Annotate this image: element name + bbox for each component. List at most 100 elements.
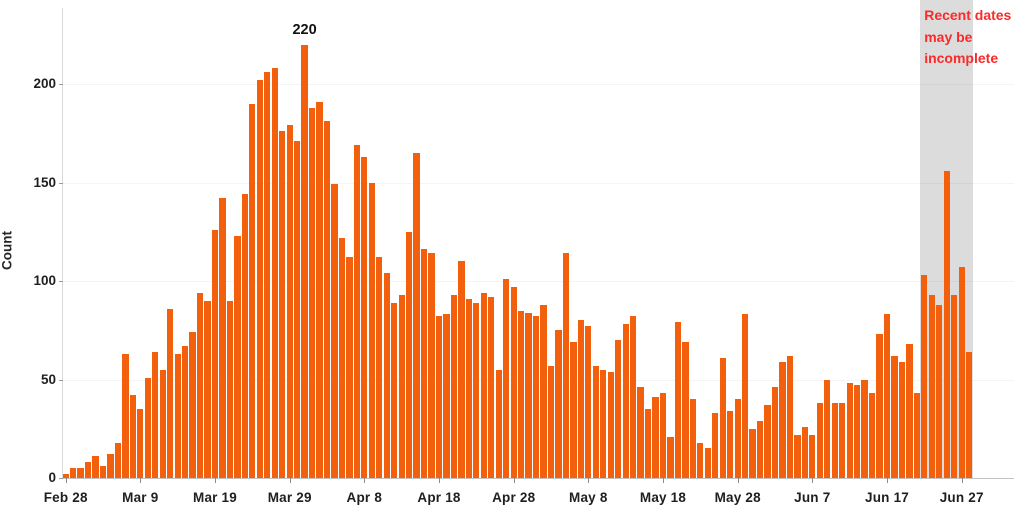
bar-jun-28 — [966, 351, 973, 478]
bar-may-15 — [637, 387, 644, 478]
x-tick-label-apr-18: Apr 18 — [417, 490, 461, 505]
bar-may-16 — [644, 409, 652, 478]
bar-apr-25 — [488, 296, 495, 478]
bar-apr-1 — [308, 107, 316, 478]
bar-apr-4 — [331, 184, 338, 478]
y-tick-mark — [58, 379, 63, 381]
y-tick-mark — [58, 182, 63, 184]
x-tick-mark — [812, 478, 814, 483]
bar-jun-6 — [801, 426, 809, 478]
x-tick-mark — [887, 478, 888, 483]
bar-mar-7 — [122, 353, 129, 478]
y-tick-mark — [58, 281, 63, 282]
bar-jun-16 — [876, 334, 883, 478]
bar-jun-14 — [861, 379, 868, 478]
bar-jun-17 — [883, 314, 891, 478]
bar-jun-2 — [771, 387, 779, 478]
bar-mar-30 — [293, 141, 301, 478]
y-tick-mark — [58, 478, 63, 479]
bar-may-3 — [547, 365, 555, 478]
x-tick-mark — [215, 478, 216, 483]
bar-mar-16 — [189, 332, 196, 478]
bar-mar-21 — [226, 300, 234, 478]
bar-may-4 — [555, 330, 562, 478]
bar-apr-7 — [353, 145, 360, 478]
bar-mar-5 — [107, 454, 114, 478]
y-tick-label-150: 150 — [33, 174, 56, 190]
bar-may-21 — [682, 342, 689, 478]
bar-mar-20 — [219, 198, 226, 478]
x-tick-label-apr-28: Apr 28 — [492, 490, 536, 505]
bar-mar-25 — [256, 80, 263, 478]
bar-jun-1 — [764, 405, 771, 478]
x-tick-label-mar-19: Mar 19 — [193, 490, 237, 505]
bar-apr-10 — [376, 257, 383, 478]
gridline-200 — [62, 84, 1014, 85]
y-axis-title: Count — [0, 231, 15, 270]
bar-apr-2 — [316, 101, 323, 478]
bar-may-8 — [585, 326, 592, 478]
x-tick-label-may-18: May 18 — [639, 490, 687, 505]
bar-may-2 — [540, 304, 547, 478]
bar-feb-28 — [62, 474, 69, 478]
bar-apr-12 — [391, 302, 398, 478]
bar-may-18 — [659, 393, 667, 478]
bar-jun-12 — [846, 383, 853, 478]
bar-jun-13 — [854, 385, 861, 478]
x-tick-mark — [961, 478, 963, 483]
bar-mar-24 — [249, 103, 256, 478]
bar-may-23 — [697, 442, 704, 478]
bar-mar-4 — [99, 466, 107, 478]
bar-apr-5 — [338, 237, 346, 478]
incomplete-note-line3: incomplete — [924, 50, 999, 66]
bar-jun-25 — [943, 170, 950, 478]
bar-mar-13 — [167, 308, 174, 478]
bar-apr-30 — [525, 312, 532, 478]
gridline-150 — [62, 182, 1014, 184]
bar-may-6 — [570, 342, 577, 478]
bar-mar-22 — [234, 235, 241, 478]
bar-mar-27 — [271, 68, 278, 478]
bar-may-26 — [719, 357, 726, 478]
bar-mar-28 — [279, 131, 286, 478]
bar-apr-20 — [450, 294, 458, 478]
bar-mar-10 — [144, 377, 151, 478]
incomplete-note-line1: Recent dates — [924, 7, 1012, 23]
bar-mar-1 — [77, 468, 84, 478]
x-tick-mark — [588, 478, 590, 483]
bar-apr-29 — [517, 310, 525, 478]
bar-may-7 — [577, 320, 585, 478]
bar-jun-10 — [831, 403, 838, 478]
bar-may-24 — [704, 448, 711, 478]
bar-jun-8 — [816, 403, 823, 478]
bar-jun-15 — [868, 393, 876, 478]
x-tick-mark — [439, 478, 440, 483]
bar-apr-9 — [368, 182, 375, 478]
bar-mar-23 — [241, 194, 248, 478]
bar-jun-9 — [824, 379, 831, 478]
bar-apr-21 — [458, 261, 465, 478]
bar-jun-11 — [839, 403, 846, 478]
x-tick-mark — [65, 478, 67, 483]
y-tick-label-100: 100 — [33, 273, 56, 288]
bar-mar-3 — [92, 456, 99, 478]
bar-apr-16 — [420, 249, 428, 478]
x-tick-mark — [737, 478, 739, 483]
bar-apr-3 — [323, 121, 331, 478]
bar-jun-5 — [794, 434, 801, 478]
x-tick-label-may-8: May 8 — [569, 490, 608, 505]
bar-mar-8 — [129, 395, 136, 478]
bar-jun-22 — [921, 275, 928, 478]
x-tick-mark — [289, 478, 291, 483]
bar-may-22 — [689, 399, 697, 478]
x-tick-mark — [663, 478, 664, 483]
gridline-100 — [62, 281, 1014, 282]
bar-apr-8 — [361, 156, 368, 478]
y-tick-label-50: 50 — [40, 371, 56, 387]
bar-apr-23 — [473, 302, 480, 478]
bar-may-25 — [712, 412, 719, 478]
bar-jun-3 — [779, 361, 786, 478]
bar-apr-27 — [503, 279, 510, 478]
bar-mar-9 — [137, 409, 144, 478]
bar-apr-11 — [383, 273, 390, 478]
